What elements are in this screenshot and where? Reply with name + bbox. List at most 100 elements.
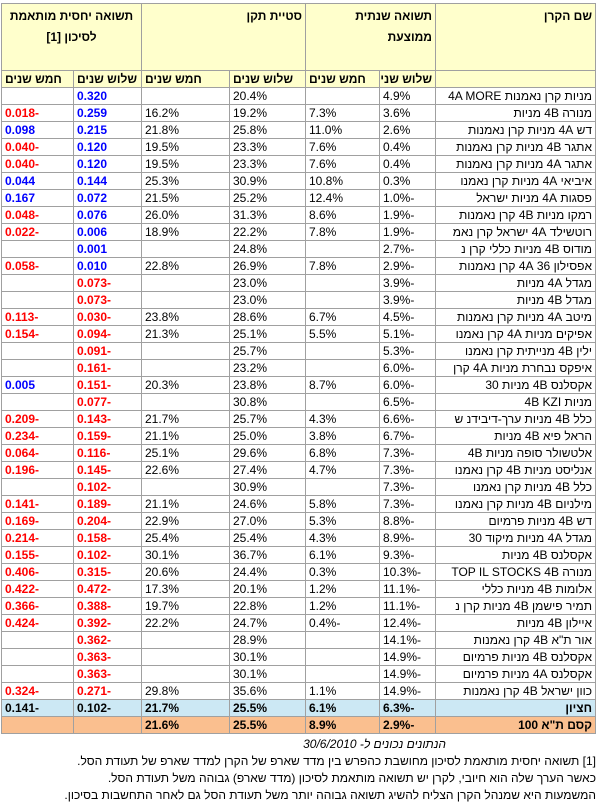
cell: -14.9% [379,648,436,666]
table-row: אתגר 4B מניות קרן נאמנות 0.4% 7.6% 23.3% 19.… [0,138,596,156]
cell: -14.9% [379,665,436,683]
cell: -6.7% [379,427,436,445]
cell: -0.058 [0,257,74,275]
table-wrap: שם הקרן תשואה שנתית ממוצעת סטיית תקן תשו… [0,3,596,804]
table-row: איפקס נבחרת מניות 4A קרן -6.0% 23.2% -0.161 [0,359,596,377]
fund-name: מגדל 4B מניות [435,291,596,309]
cell: 5.5% [304,325,381,343]
cell: 25.5% [228,716,306,734]
cell: 25.0% [228,427,306,445]
cell: 7.6% [304,155,381,173]
group-header: תשואה שנתית ממוצעת [304,3,437,71]
table-row: מניות 4B KZI -6.5% 30.8% -0.077 [0,393,596,411]
notes: הנתונים נכונים ל- 30/6/2010 [1] תשואה יח… [2,736,596,804]
cell [0,716,74,734]
cell: -0.388 [72,597,142,615]
cell: -0.234 [0,427,74,445]
sub-header: חמש שנים [304,70,381,88]
cell: 25.8% [228,121,306,139]
table-row: איילון 4B מניות -12.4% -0.4% 24.7% 22.2% -0.3… [0,614,596,632]
cell [0,291,74,309]
cell: 0.167 [0,189,74,207]
cell: -0.048 [0,206,74,224]
cell: 11.0% [304,121,381,139]
cell: 4.3% [304,529,381,547]
cell: -0.145 [72,461,142,479]
cell [140,274,230,292]
cell: 3.8% [304,427,381,445]
cell: -0.073 [72,274,142,292]
cell: 10.8% [304,172,381,190]
cell: -5.3% [379,342,436,360]
cell: -0.030 [72,308,142,326]
cell: -0.073 [72,291,142,309]
cell: 0.120 [72,138,142,156]
fund-name: ילין 4B מנייתית קרן נאמנו [435,342,596,360]
cell: -0.022 [0,223,74,241]
cell: 31.3% [228,206,306,224]
cell: -14.9% [379,682,436,700]
cell: 20.3% [140,376,230,394]
cell: -0.169 [0,512,74,530]
cell: 7.3% [304,104,381,122]
cell: 17.3% [140,580,230,598]
table-row: מניות קרן נאמנות 4A MORE 4.9% 20.4% 0.320 [0,87,596,105]
cell: 27.0% [228,512,306,530]
cell [0,342,74,360]
cell [304,274,381,292]
header-row: שם הקרן תשואה שנתית ממוצעת סטיית תקן תשו… [0,3,596,71]
cell: -7.3% [379,495,436,513]
cell [304,478,381,496]
fund-name: מנורה 4B מניות [435,104,596,122]
fund-name: קסם ת"א 100 [435,716,596,734]
cell: 25.4% [228,529,306,547]
table-row: מגדל 4B מניות -3.9% 23.0% -0.073 [0,291,596,309]
cell: 25.1% [228,325,306,343]
cell: -0.159 [72,427,142,445]
cell: -2.9% [379,716,436,734]
cell: -0.040 [0,155,74,173]
cell: -0.141 [0,699,74,717]
fund-name: כלל 4B מניות קרן נאמנו [435,478,596,496]
cell: -6.3% [379,699,436,717]
table-row: אלומות 4B מניות כללי -11.1% 1.2% 20.1% 17.3%… [0,580,596,598]
table-row: חציון -6.3% 6.1% 25.5% 21.7% -0.102 -0.141 [0,699,596,717]
cell: 22.9% [140,512,230,530]
fund-name: מניות קרן נאמנות 4A MORE [435,87,596,105]
cell: 20.4% [228,87,306,105]
table-body: מניות קרן נאמנות 4A MORE 4.9% 20.4% 0.320 מנ… [0,87,596,734]
table-row: מילניום 4B מניות קרן נאמנו -7.3% 5.8% 24.6%… [0,495,596,513]
funds-table: שם הקרן תשואה שנתית ממוצעת סטיית תקן תשו… [0,3,596,734]
cell [304,359,381,377]
cell: 16.2% [140,104,230,122]
table-row: מיטב 4A מניות קרן נאמנות -4.5% 6.7% 28.6% 23… [0,308,596,326]
table-row: איביאי 4A מניות קרן נאמנו 0.3% 10.8% 30.9% 2… [0,172,596,190]
table-row: ילין 4B מנייתית קרן נאמנו -5.3% 25.7% -0.09… [0,342,596,360]
fund-name: מילניום 4B מניות קרן נאמנו [435,495,596,513]
cell: 27.4% [228,461,306,479]
cell: 18.9% [140,223,230,241]
cell: 28.6% [228,308,306,326]
cell: 0.005 [0,376,74,394]
cell: -0.189 [72,495,142,513]
cell [140,240,230,258]
fund-name: תמיר פישמן 4B מניות קרן נ [435,597,596,615]
cell: 0.215 [72,121,142,139]
cell: 0.320 [72,87,142,105]
cell: -10.3% [379,563,436,581]
cell: 0.001 [72,240,142,258]
cell: 8.7% [304,376,381,394]
fund-name: אלטשולר סופה מניות 4B [435,444,596,462]
cell [140,393,230,411]
table-row: אפיקים מניות 4A קרן נאמנו -5.1% 5.5% 25.1% 2… [0,325,596,343]
cell: 1.1% [304,682,381,700]
cell: 30.1% [228,665,306,683]
cell: 26.9% [228,257,306,275]
table-row: כוון ישראל 4B קרן נאמנות -14.9% 1.1% 35.6% 2… [0,682,596,700]
cell: -0.077 [72,393,142,411]
fund-name: חציון [435,699,596,717]
group-header: סטיית תקן [140,3,306,71]
cell: 21.3% [140,325,230,343]
table-row: מנורה TOP IL STOCKS 4B -10.3% 0.3% 24.4% 20.… [0,563,596,581]
cell: 30.8% [228,393,306,411]
